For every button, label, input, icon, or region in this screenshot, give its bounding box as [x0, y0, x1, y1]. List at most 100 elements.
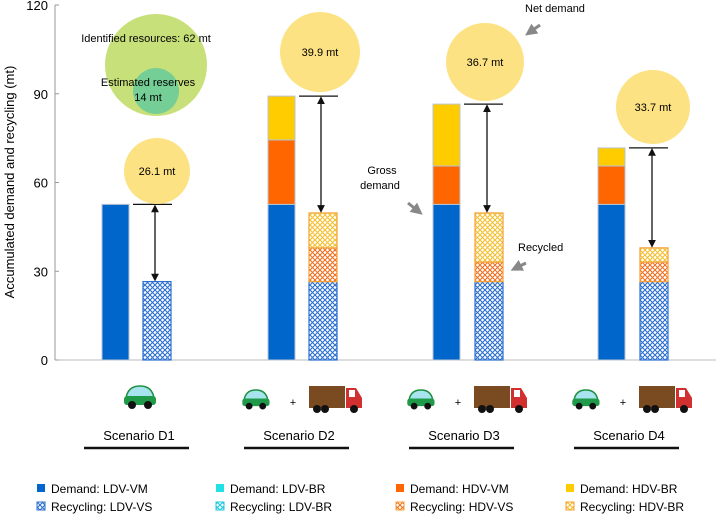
demand-bar-segment [101, 203, 130, 361]
demand-bar-segment [432, 103, 461, 167]
scenario-2: + Scenario D2 [242, 386, 362, 450]
recycled-annotation: Recycled [518, 242, 563, 254]
scenario-3: + Scenario D3 [407, 386, 527, 450]
car-window-icon [408, 389, 434, 401]
recycling-bar-segment [142, 281, 172, 361]
demand-bar-segment [597, 165, 626, 205]
estimated-reserves-circle [133, 68, 179, 114]
demand-bar-segment [432, 165, 461, 205]
truck-cargo-icon [639, 386, 675, 408]
scenario-4: + Scenario D4 [572, 386, 692, 450]
plus-sign: + [455, 397, 461, 409]
truck-window-icon [679, 390, 685, 397]
recycling-bar-segment [308, 247, 338, 283]
truck-window-icon [349, 390, 355, 397]
car-wheel-icon [144, 401, 152, 409]
recycling-bar-segment [639, 261, 669, 283]
scenario-label: Scenario D4 [593, 428, 665, 443]
y-tick-label: 90 [34, 87, 48, 102]
y-tick-label: 60 [34, 176, 48, 191]
legend-swatch-demand [396, 484, 404, 492]
car-window-icon [573, 389, 599, 401]
net-demand-label: 33.7 mt [635, 102, 672, 114]
legend-swatch-demand [566, 484, 574, 492]
recycled-arrow-icon [510, 259, 527, 271]
y-tick-label: 120 [26, 0, 48, 13]
truck-wheel-icon [350, 405, 358, 413]
recycling-bar-segment [308, 281, 338, 361]
gross-demand-arrow-icon [407, 201, 423, 215]
recycling-bar-segment [308, 212, 338, 249]
plus-sign: + [290, 397, 296, 409]
truck-wheel-icon [680, 405, 688, 413]
legend-label-recycling: Recycling: LDV-BR [230, 500, 332, 514]
truck-wheel-icon [313, 405, 321, 413]
recycling-bar-segment [639, 281, 669, 361]
net-demand-label: 26.1 mt [139, 166, 176, 178]
gross-demand-annotation-2: demand [360, 180, 400, 192]
car-wheel-icon [589, 402, 597, 410]
truck-cargo-icon [474, 386, 510, 408]
annotations: Net demand Gross demand Recycled [360, 3, 585, 271]
plus-sign: + [620, 397, 626, 409]
truck-wheel-icon [486, 405, 494, 413]
demand-bar-segment [267, 139, 296, 205]
identified-resources-circle [105, 14, 207, 116]
car-wheel-icon [410, 402, 418, 410]
truck-window-icon [514, 390, 520, 397]
net-demand-circle [446, 23, 524, 101]
gross-demand-annotation-1: Gross [367, 165, 397, 177]
car-wheel-icon [575, 402, 583, 410]
reserves-label-2: 14 mt [134, 92, 162, 104]
legend-swatch-recycling [36, 501, 46, 511]
truck-wheel-icon [643, 405, 651, 413]
legend-swatch-demand [216, 484, 224, 492]
car-wheel-icon [259, 402, 267, 410]
bars: 26.1 mt 39.9 mt 36.7 mt 33.7 mt [101, 12, 690, 361]
legend-label-demand: Demand: HDV-BR [580, 482, 678, 496]
scenario-1: Scenario D1 [84, 385, 189, 450]
car-window-icon [243, 389, 269, 401]
legend-label-demand: Demand: LDV-BR [230, 482, 326, 496]
recycling-bar-segment [474, 212, 504, 263]
resources-venn: Identified resources: 62 mt Estimated re… [81, 14, 211, 116]
y-axis-title: Accumulated demand and recycling (mt) [2, 66, 17, 299]
net-demand-label: 39.9 mt [302, 47, 339, 59]
recycling-bar-segment [639, 247, 669, 263]
truck-wheel-icon [478, 405, 486, 413]
net-demand-circle [280, 12, 360, 92]
truck-wheel-icon [651, 405, 659, 413]
reserves-label-1: Estimated reserves [101, 77, 196, 89]
net-demand-label: 36.7 mt [467, 57, 504, 69]
net-demand-circle [616, 70, 690, 144]
car-wheel-icon [245, 402, 253, 410]
scenario-label: Scenario D3 [428, 428, 500, 443]
recycling-bar-segment [474, 281, 504, 361]
net-demand-circle [124, 138, 190, 204]
scenario-label: Scenario D2 [263, 428, 335, 443]
recycling-bar-segment [474, 261, 504, 283]
truck-wheel-icon [515, 405, 523, 413]
truck-cargo-icon [309, 386, 345, 408]
identified-resources-label: Identified resources: 62 mt [81, 33, 211, 45]
legend-swatch-demand [37, 484, 45, 492]
net-demand-annotation: Net demand [525, 3, 585, 15]
car-wheel-icon [128, 401, 136, 409]
legend-swatch-recycling [565, 501, 575, 511]
legend-label-demand: Demand: LDV-VM [51, 482, 148, 496]
legend-swatch-recycling [215, 501, 225, 511]
demand-bar-segment [432, 203, 461, 361]
car-wheel-icon [424, 402, 432, 410]
legend-label-demand: Demand: HDV-VM [410, 482, 509, 496]
truck-wheel-icon [321, 405, 329, 413]
demand-bar-segment [267, 95, 296, 141]
scenario-label: Scenario D1 [103, 428, 175, 443]
demand-bar-segment [267, 203, 296, 361]
car-window-icon [125, 385, 155, 399]
demand-bar-segment [597, 203, 626, 361]
scenario-labels: Scenario D1 + Scenario D2 + Scenario D3 + Scen… [84, 385, 692, 450]
legend-label-recycling: Recycling: LDV-VS [51, 500, 152, 514]
legend-label-recycling: Recycling: HDV-VS [410, 500, 513, 514]
